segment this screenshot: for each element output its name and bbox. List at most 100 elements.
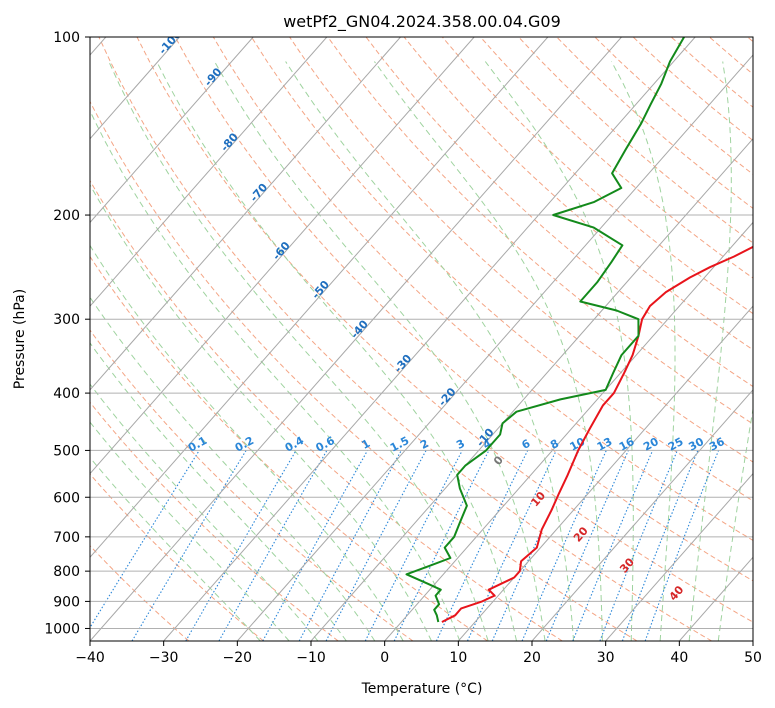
isotherm bbox=[752, 640, 753, 641]
wetbulb-label: 30 bbox=[617, 555, 637, 575]
isotherm bbox=[605, 472, 753, 641]
dry-adiabat bbox=[90, 100, 638, 641]
isotherm bbox=[384, 221, 753, 641]
y-tick-label: 200 bbox=[53, 208, 80, 224]
dry-adiabat bbox=[632, 37, 753, 142]
x-tick-label: 0 bbox=[380, 650, 389, 666]
moist-adiabat bbox=[611, 61, 676, 641]
dewpoint-profile bbox=[405, 37, 685, 623]
moist-adiabat bbox=[484, 61, 634, 641]
mixing-ratio-line bbox=[521, 450, 607, 641]
y-tick-label: 600 bbox=[53, 490, 80, 506]
moist-adiabat bbox=[156, 61, 517, 641]
moist-adiabat bbox=[373, 61, 603, 641]
isotherm-label: -80 bbox=[218, 130, 241, 154]
y-tick-label: 400 bbox=[53, 386, 80, 402]
y-tick-label: 500 bbox=[53, 443, 80, 459]
isotherm-label: -30 bbox=[392, 352, 415, 376]
dry-adiabat bbox=[90, 255, 488, 641]
isotherm bbox=[90, 37, 549, 559]
wetbulb-label: 0 bbox=[491, 453, 506, 468]
dry-adiabat bbox=[403, 37, 753, 351]
x-tick-label: −40 bbox=[75, 650, 105, 666]
y-tick-label: 1000 bbox=[44, 621, 80, 637]
mixing-ratio-label: 1.5 bbox=[388, 434, 411, 455]
isotherm-label: -100 bbox=[156, 27, 184, 57]
dry-adiabat bbox=[174, 37, 753, 582]
wetbulb-label: 10 bbox=[528, 489, 548, 509]
temperature-profile bbox=[441, 245, 753, 623]
moist-adiabat bbox=[90, 296, 376, 641]
mixing-ratio-label: 0.4 bbox=[283, 434, 307, 455]
y-axis-title: Pressure (hPa) bbox=[12, 289, 28, 389]
mixing-ratio-line bbox=[621, 450, 699, 641]
isotherm bbox=[236, 54, 753, 641]
mixing-ratio-label: 1 bbox=[359, 437, 372, 452]
mixing-ratio-label: 3 bbox=[454, 437, 467, 452]
dry-adiabat bbox=[251, 37, 753, 502]
mixing-ratio-label: 8 bbox=[548, 437, 561, 452]
moist-adiabat bbox=[688, 61, 732, 641]
mixing-ratio-label: 0.6 bbox=[314, 434, 338, 455]
mixing-ratio-line bbox=[644, 450, 720, 641]
mixing-ratio-label: 30 bbox=[686, 435, 706, 454]
isotherm bbox=[310, 137, 753, 641]
isotherm bbox=[90, 37, 180, 140]
x-tick-label: 20 bbox=[523, 650, 541, 666]
x-tick-label: −30 bbox=[149, 650, 179, 666]
moist-adiabat bbox=[90, 421, 290, 641]
moist-adiabat bbox=[90, 383, 319, 641]
x-tick-label: −10 bbox=[296, 650, 326, 666]
y-tick-label: 800 bbox=[53, 564, 80, 580]
mixing-ratio-label: 10 bbox=[568, 435, 588, 454]
isotherm bbox=[90, 37, 622, 641]
dry-adiabat bbox=[90, 544, 190, 641]
mixing-ratio-label: 6 bbox=[520, 437, 533, 452]
isotherm bbox=[678, 556, 753, 641]
background-lines bbox=[90, 37, 753, 641]
isotherm-label: -40 bbox=[348, 317, 371, 341]
dry-adiabat bbox=[441, 37, 753, 315]
mixing-ratio-line bbox=[572, 450, 654, 641]
mixing-ratio-label: 16 bbox=[617, 435, 637, 454]
isotherm bbox=[457, 305, 753, 641]
dry-adiabat bbox=[365, 37, 753, 388]
mixing-ratio-line bbox=[545, 450, 629, 641]
x-axis-title: Temperature (°C) bbox=[361, 681, 483, 697]
dry-adiabat bbox=[98, 37, 712, 641]
isotherm bbox=[90, 37, 328, 307]
mixing-ratio-label: 0.1 bbox=[186, 434, 209, 455]
dry-adiabat bbox=[90, 401, 339, 641]
isotherm-label: -10 bbox=[474, 426, 497, 450]
mixing-ratio-line bbox=[599, 450, 678, 641]
dry-adiabat bbox=[670, 37, 753, 108]
mixing-ratio-line bbox=[298, 450, 402, 641]
moist-adiabat bbox=[90, 109, 461, 641]
mixing-ratio-line bbox=[435, 450, 529, 641]
y-tick-label: 100 bbox=[53, 30, 80, 46]
dry-adiabat bbox=[90, 473, 264, 641]
isotherm bbox=[90, 37, 401, 391]
data-lines bbox=[405, 37, 753, 623]
dry-adiabat bbox=[709, 37, 753, 75]
mixing-ratio-line bbox=[90, 450, 200, 629]
dry-adiabat bbox=[289, 37, 753, 463]
x-tick-label: 10 bbox=[449, 650, 467, 666]
wetbulb-label: 20 bbox=[571, 524, 591, 544]
y-tick-label: 900 bbox=[53, 594, 80, 610]
mixing-ratio-label: 2 bbox=[418, 437, 431, 452]
moist-adiabat bbox=[214, 61, 546, 641]
plot-frame bbox=[89, 36, 754, 642]
mixing-ratio-label: 25 bbox=[666, 435, 686, 454]
isotherm bbox=[90, 37, 475, 475]
isotherm-label: -90 bbox=[202, 65, 225, 89]
isotherm-label: -20 bbox=[436, 385, 459, 409]
chart-title: wetPf2_GN04.2024.358.00.04.G09 bbox=[283, 12, 561, 32]
x-tick-label: 40 bbox=[670, 650, 688, 666]
mixing-ratio-label: 36 bbox=[707, 435, 727, 454]
isotherm bbox=[531, 389, 753, 641]
moist-adiabat bbox=[285, 61, 575, 641]
x-axis: −40 −30 −20 −10 0 10 20 30 40 50 bbox=[75, 641, 762, 666]
isotherm-label: -50 bbox=[309, 278, 332, 302]
